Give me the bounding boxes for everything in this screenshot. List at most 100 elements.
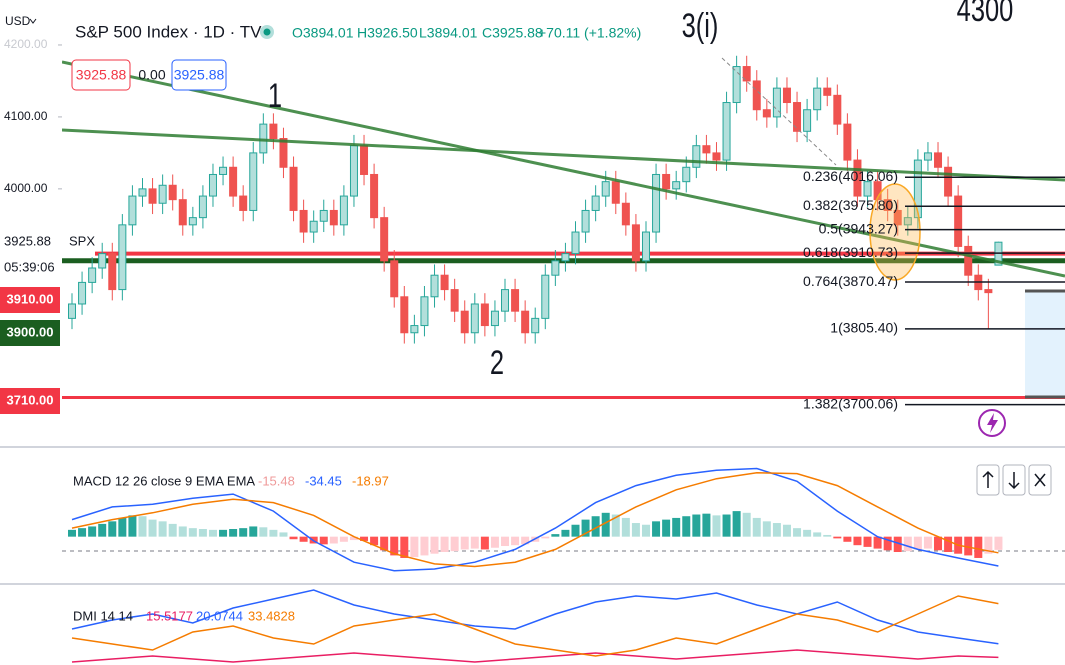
candle-body — [68, 303, 76, 319]
wave-line — [721, 57, 837, 166]
histogram-bar — [158, 521, 167, 537]
histogram-bar — [349, 536, 358, 541]
histogram-bar — [752, 517, 761, 537]
currency[interactable]: USD — [5, 14, 31, 28]
countdown: 05:39:06 — [4, 259, 55, 274]
histogram-bar — [259, 527, 268, 537]
highlight-ellipse — [869, 183, 921, 281]
candle-body — [501, 289, 510, 312]
histogram-bar — [742, 512, 751, 537]
price-badge — [0, 320, 60, 346]
histogram-bar — [249, 526, 258, 537]
candle-body — [470, 303, 479, 334]
candle-body — [208, 173, 217, 197]
candle-body — [581, 209, 590, 233]
histogram-bar — [813, 532, 822, 537]
candle-body — [954, 195, 963, 247]
candle-body — [803, 109, 812, 132]
histogram-bar — [400, 536, 409, 558]
histogram-bar — [450, 536, 459, 552]
candle-body — [219, 166, 228, 175]
candle-body — [541, 274, 550, 319]
candle-body — [934, 152, 943, 168]
histogram-bar — [732, 511, 741, 537]
fib-levels: 0.236(4016.06) 0.382(3975.80) 0.5(3943.27)… — [803, 168, 1065, 411]
histogram-bar — [873, 536, 882, 549]
histogram-bar — [591, 516, 600, 537]
candle-body — [158, 184, 167, 204]
buy-button[interactable] — [171, 59, 227, 91]
histogram-bar — [913, 536, 922, 550]
candle-body — [339, 195, 348, 226]
histogram-bar — [219, 529, 228, 537]
candle-body — [289, 166, 298, 211]
histogram-bar — [893, 536, 902, 552]
candle-body — [662, 173, 671, 190]
y-tick-label: 4200.00 — [4, 37, 48, 51]
histogram-bar — [611, 514, 620, 537]
histogram-bar — [329, 536, 338, 544]
histogram-bar — [511, 536, 520, 546]
histogram-bar — [239, 528, 248, 537]
histogram-bar — [78, 528, 87, 537]
histogram-bar — [178, 526, 187, 537]
candle-body — [329, 209, 338, 226]
candle-body — [762, 109, 771, 118]
price-badge — [0, 388, 60, 414]
indicator-value: -34.45 — [305, 473, 342, 488]
candle-body — [108, 253, 117, 291]
pane-controls — [976, 464, 1052, 496]
price-badge-label: 3900.00 — [7, 324, 54, 339]
indicator-value: 20.0744 — [196, 608, 243, 623]
candle-body — [631, 224, 640, 262]
histogram-bar — [923, 536, 932, 549]
candle-body — [279, 138, 288, 168]
sell-button[interactable] — [71, 59, 131, 91]
histogram-bar — [339, 536, 348, 542]
alert-icon[interactable] — [978, 409, 1006, 437]
candle-body — [652, 173, 661, 233]
histogram-bar — [380, 536, 389, 551]
histogram-bar — [541, 536, 550, 539]
fib-label: 0.618(3910.73) — [803, 244, 898, 260]
candle-body — [641, 231, 650, 262]
histogram-bar — [460, 536, 469, 550]
candle-body — [782, 87, 791, 104]
histogram-bar — [440, 536, 449, 552]
candle-body — [188, 217, 197, 226]
indicator-line — [71, 595, 999, 657]
dmi-pane — [71, 589, 999, 663]
ohlc-low: L3894.01 — [419, 25, 478, 41]
candle-body — [611, 181, 620, 204]
candle-body — [672, 181, 681, 190]
histogram-bar — [188, 528, 197, 537]
histogram-bar — [934, 536, 943, 551]
macd-pane — [62, 467, 1065, 572]
candle-body — [843, 123, 852, 161]
histogram-bar — [843, 536, 852, 542]
wave-label: 1 — [268, 78, 282, 115]
candle-body — [390, 260, 399, 298]
histogram-bar — [702, 513, 711, 537]
candle-body — [309, 220, 318, 233]
candle-body — [893, 209, 902, 226]
histogram-bar — [521, 536, 530, 545]
histogram-bar — [581, 519, 590, 537]
indicator-value: 33.4828 — [248, 608, 295, 623]
price-badge-label: 3710.00 — [7, 392, 54, 407]
fib-label: 0.5(3943.27) — [819, 220, 898, 236]
histogram-bar — [490, 536, 499, 548]
histogram-bar — [903, 536, 912, 552]
y-tick-label: 4000.00 — [4, 181, 48, 195]
symbol-label: SPX — [69, 234, 95, 249]
histogram-bar — [128, 515, 137, 537]
candle-body — [793, 102, 802, 132]
indicator-line — [71, 467, 999, 572]
histogram-bar — [984, 536, 993, 554]
histogram-bar — [692, 514, 701, 537]
candle-body — [178, 199, 187, 226]
indicator-line — [71, 589, 999, 645]
histogram-bar — [863, 536, 872, 547]
indicator-value: -15.48 — [258, 473, 295, 488]
